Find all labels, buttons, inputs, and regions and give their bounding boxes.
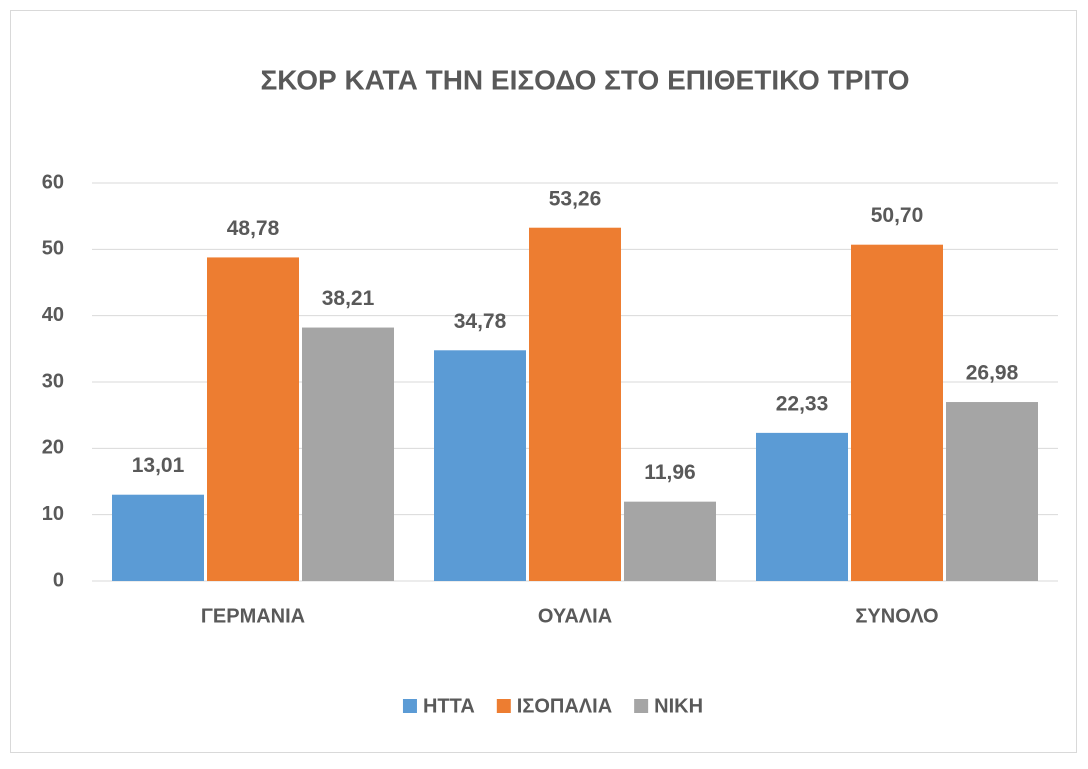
- legend-swatch: [402, 699, 417, 713]
- data-label: 38,21: [322, 287, 375, 310]
- bar: [207, 257, 299, 581]
- legend-swatch: [634, 699, 649, 713]
- data-label: 48,78: [227, 217, 280, 240]
- data-label: 13,01: [132, 454, 185, 477]
- data-label: 26,98: [966, 362, 1019, 385]
- y-tick-label: 50: [42, 238, 64, 260]
- bar: [434, 350, 526, 581]
- bar: [756, 432, 848, 581]
- y-tick-label: 20: [42, 437, 64, 459]
- y-tick-label: 40: [42, 304, 64, 326]
- legend-label: ΝΙΚΗ: [654, 695, 703, 717]
- data-label: 53,26: [549, 187, 602, 210]
- y-tick-label: 10: [42, 503, 64, 525]
- data-label: 50,70: [871, 204, 924, 227]
- x-tick-label: ΟΥΑΛΙΑ: [538, 605, 612, 627]
- y-tick-label: 30: [42, 370, 64, 392]
- y-tick-label: 0: [53, 569, 64, 591]
- x-tick-label: ΣΥΝΟΛΟ: [855, 605, 938, 627]
- x-tick-label: ΓΕΡΜΑΝΙΑ: [201, 605, 305, 627]
- y-tick-label: 60: [42, 171, 64, 193]
- bar: [302, 327, 394, 581]
- bar: [624, 501, 716, 581]
- bar: [112, 494, 204, 581]
- legend-label: ΗΤΤΑ: [423, 695, 475, 717]
- chart-title: ΣΚΟΡ ΚΑΤΑ ΤΗΝ ΕΙΣΟΔΟ ΣΤΟ ΕΠΙΘΕΤΙΚΟ ΤΡΙΤΟ: [260, 64, 909, 95]
- legend-swatch: [496, 699, 511, 713]
- data-label: 34,78: [454, 310, 507, 333]
- data-label: 11,96: [644, 461, 695, 484]
- bar: [946, 402, 1038, 581]
- bar: [851, 244, 943, 581]
- bar: [529, 227, 621, 581]
- data-label: 22,33: [776, 392, 829, 415]
- legend-label: ΙΣΟΠΑΛΙΑ: [517, 695, 612, 717]
